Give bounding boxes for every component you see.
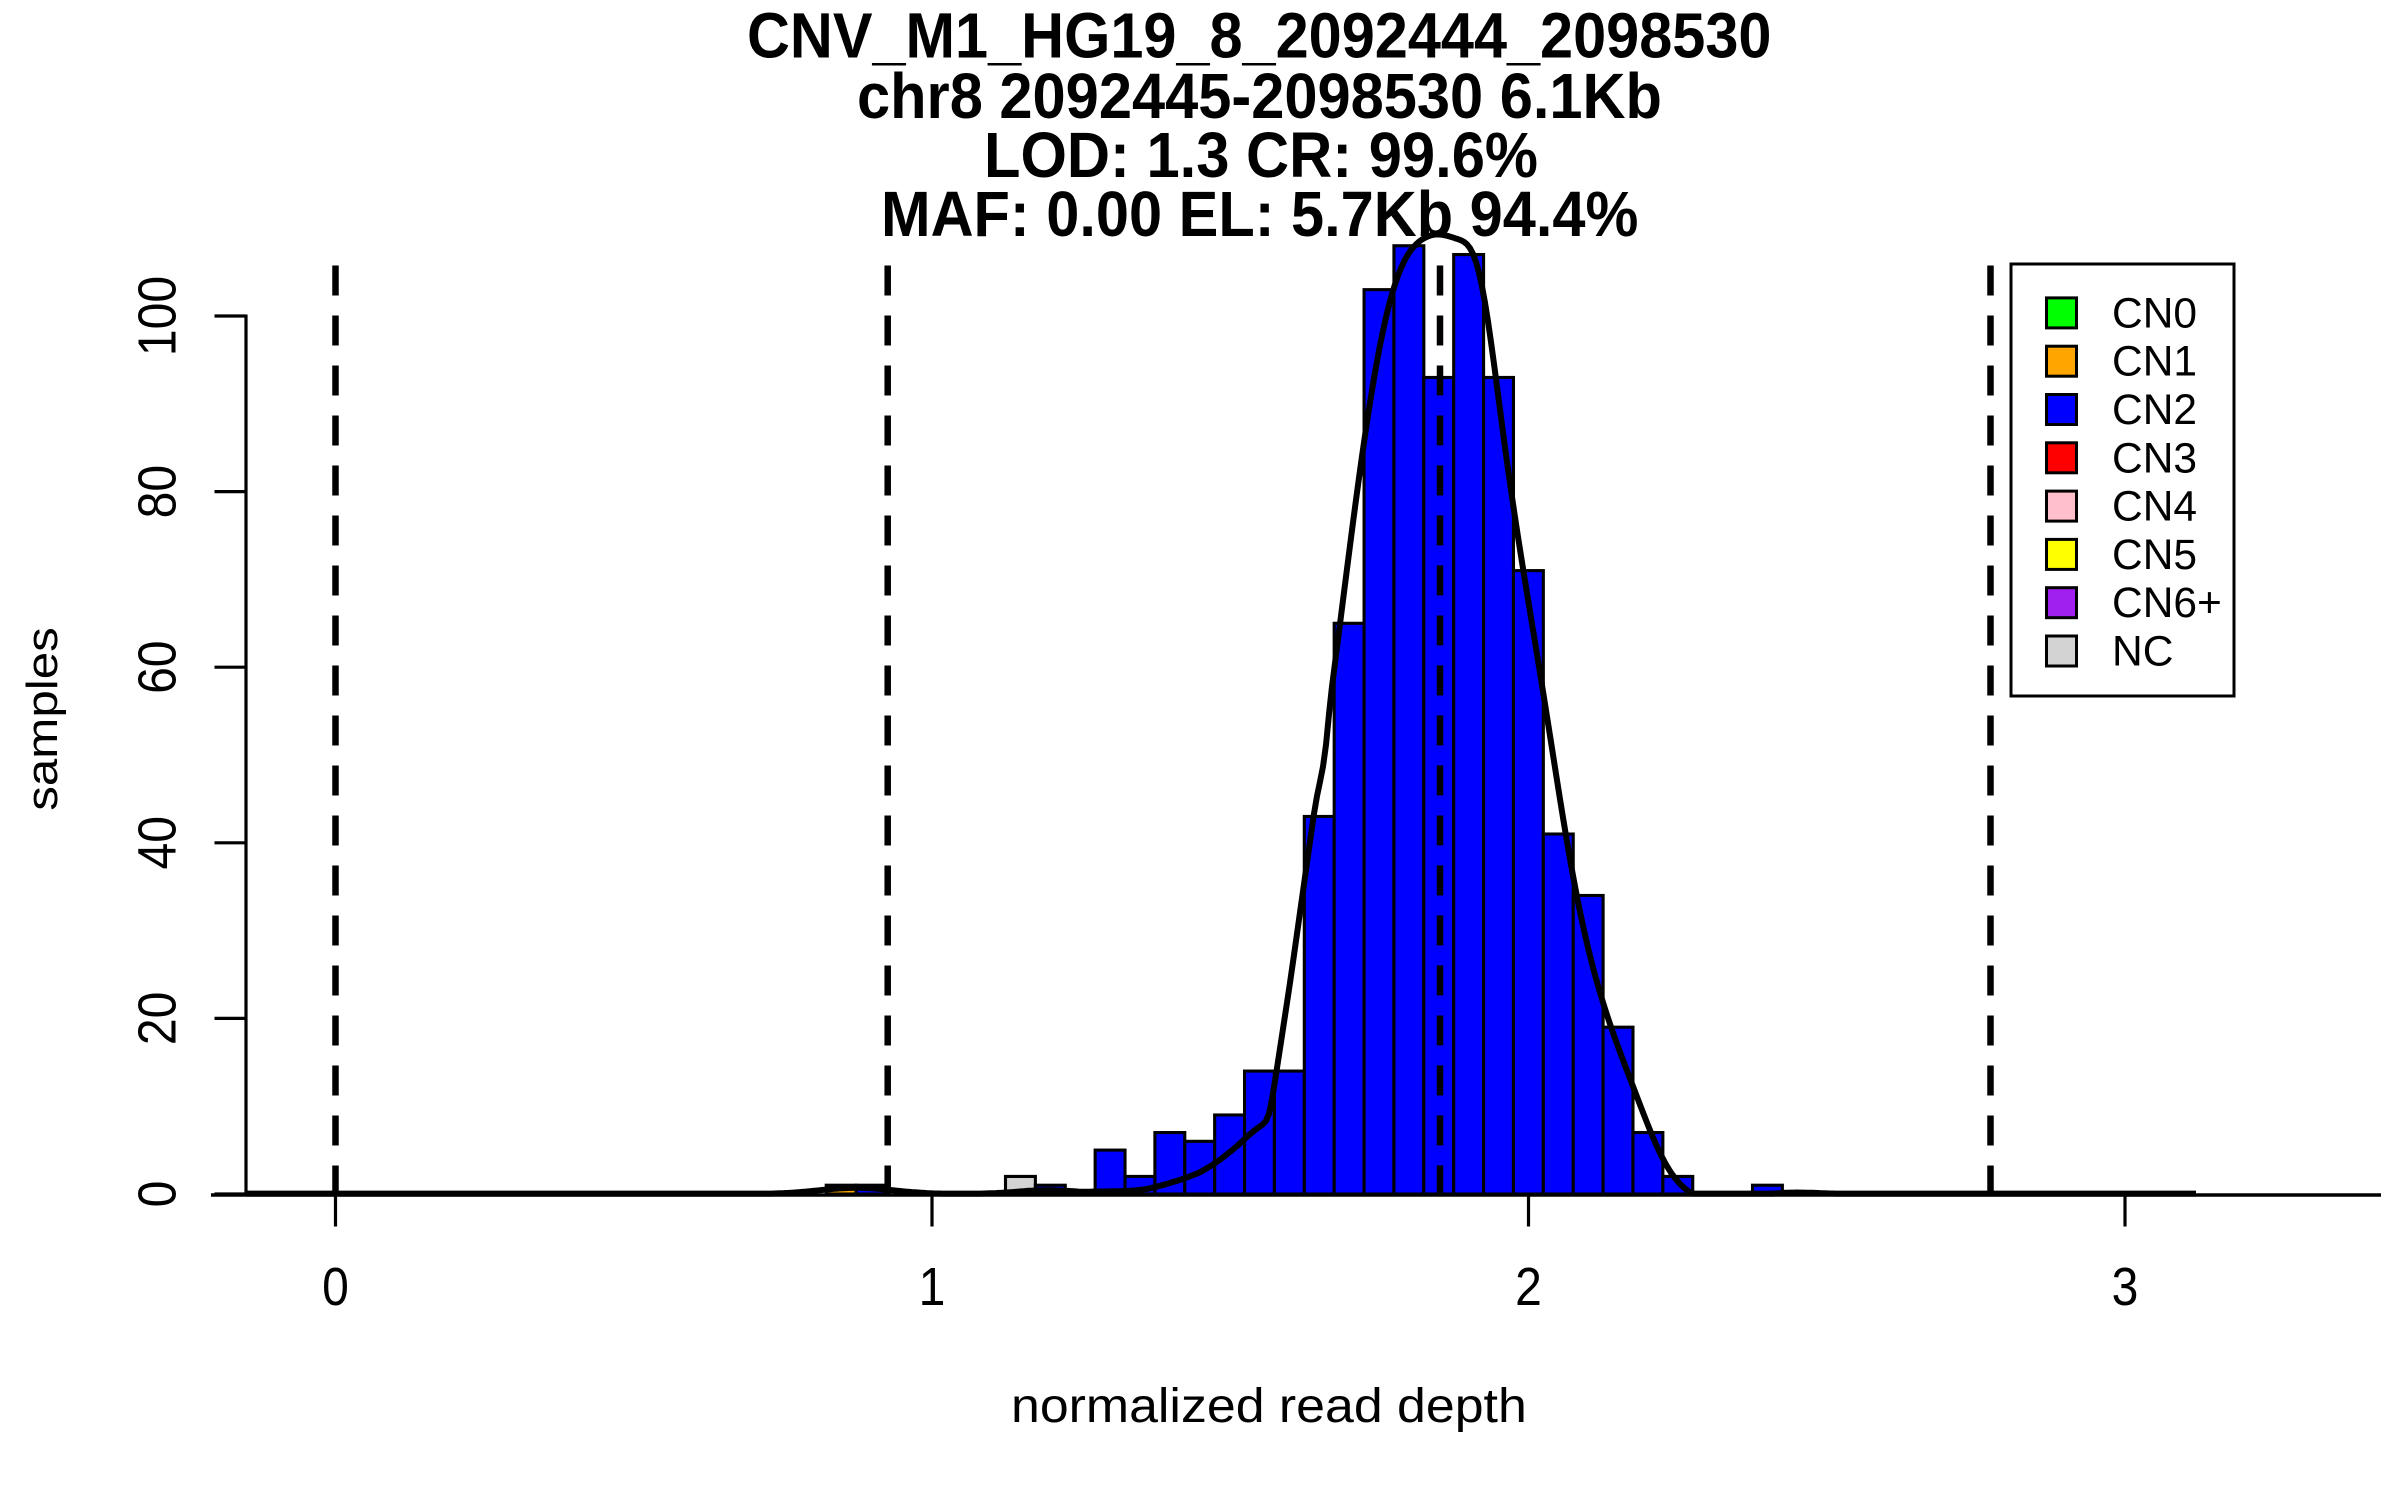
svg-text:samples: samples bbox=[17, 627, 66, 810]
svg-text:CN3: CN3 bbox=[2112, 435, 2197, 482]
svg-text:CN0: CN0 bbox=[2112, 290, 2197, 337]
svg-text:0: 0 bbox=[127, 1181, 187, 1208]
svg-text:100: 100 bbox=[127, 276, 187, 356]
svg-text:chr8 2092445-2098530 6.1Kb: chr8 2092445-2098530 6.1Kb bbox=[857, 61, 1662, 132]
svg-text:CN1: CN1 bbox=[2112, 339, 2197, 386]
svg-text:MAF: 0.00 EL: 5.7Kb 94.4%: MAF: 0.00 EL: 5.7Kb 94.4% bbox=[881, 179, 1638, 250]
svg-text:60: 60 bbox=[127, 640, 187, 693]
svg-text:40: 40 bbox=[127, 816, 187, 869]
svg-text:CN6+: CN6+ bbox=[2112, 580, 2222, 627]
svg-text:80: 80 bbox=[127, 465, 187, 518]
svg-text:NC: NC bbox=[2112, 629, 2173, 676]
svg-text:0: 0 bbox=[322, 1256, 349, 1316]
svg-text:1: 1 bbox=[919, 1256, 946, 1316]
svg-text:CN2: CN2 bbox=[2112, 387, 2197, 434]
svg-text:CN5: CN5 bbox=[2112, 532, 2197, 579]
svg-text:LOD: 1.3 CR: 99.6%: LOD: 1.3 CR: 99.6% bbox=[984, 120, 1538, 191]
svg-text:2: 2 bbox=[1515, 1256, 1542, 1316]
svg-text:CN4: CN4 bbox=[2112, 484, 2197, 531]
svg-text:CNV_M1_HG19_8_2092444_2098530: CNV_M1_HG19_8_2092444_2098530 bbox=[747, 1, 1771, 72]
svg-text:20: 20 bbox=[127, 992, 187, 1045]
svg-text:3: 3 bbox=[2112, 1256, 2139, 1316]
svg-text:normalized read depth: normalized read depth bbox=[1011, 1379, 1527, 1433]
